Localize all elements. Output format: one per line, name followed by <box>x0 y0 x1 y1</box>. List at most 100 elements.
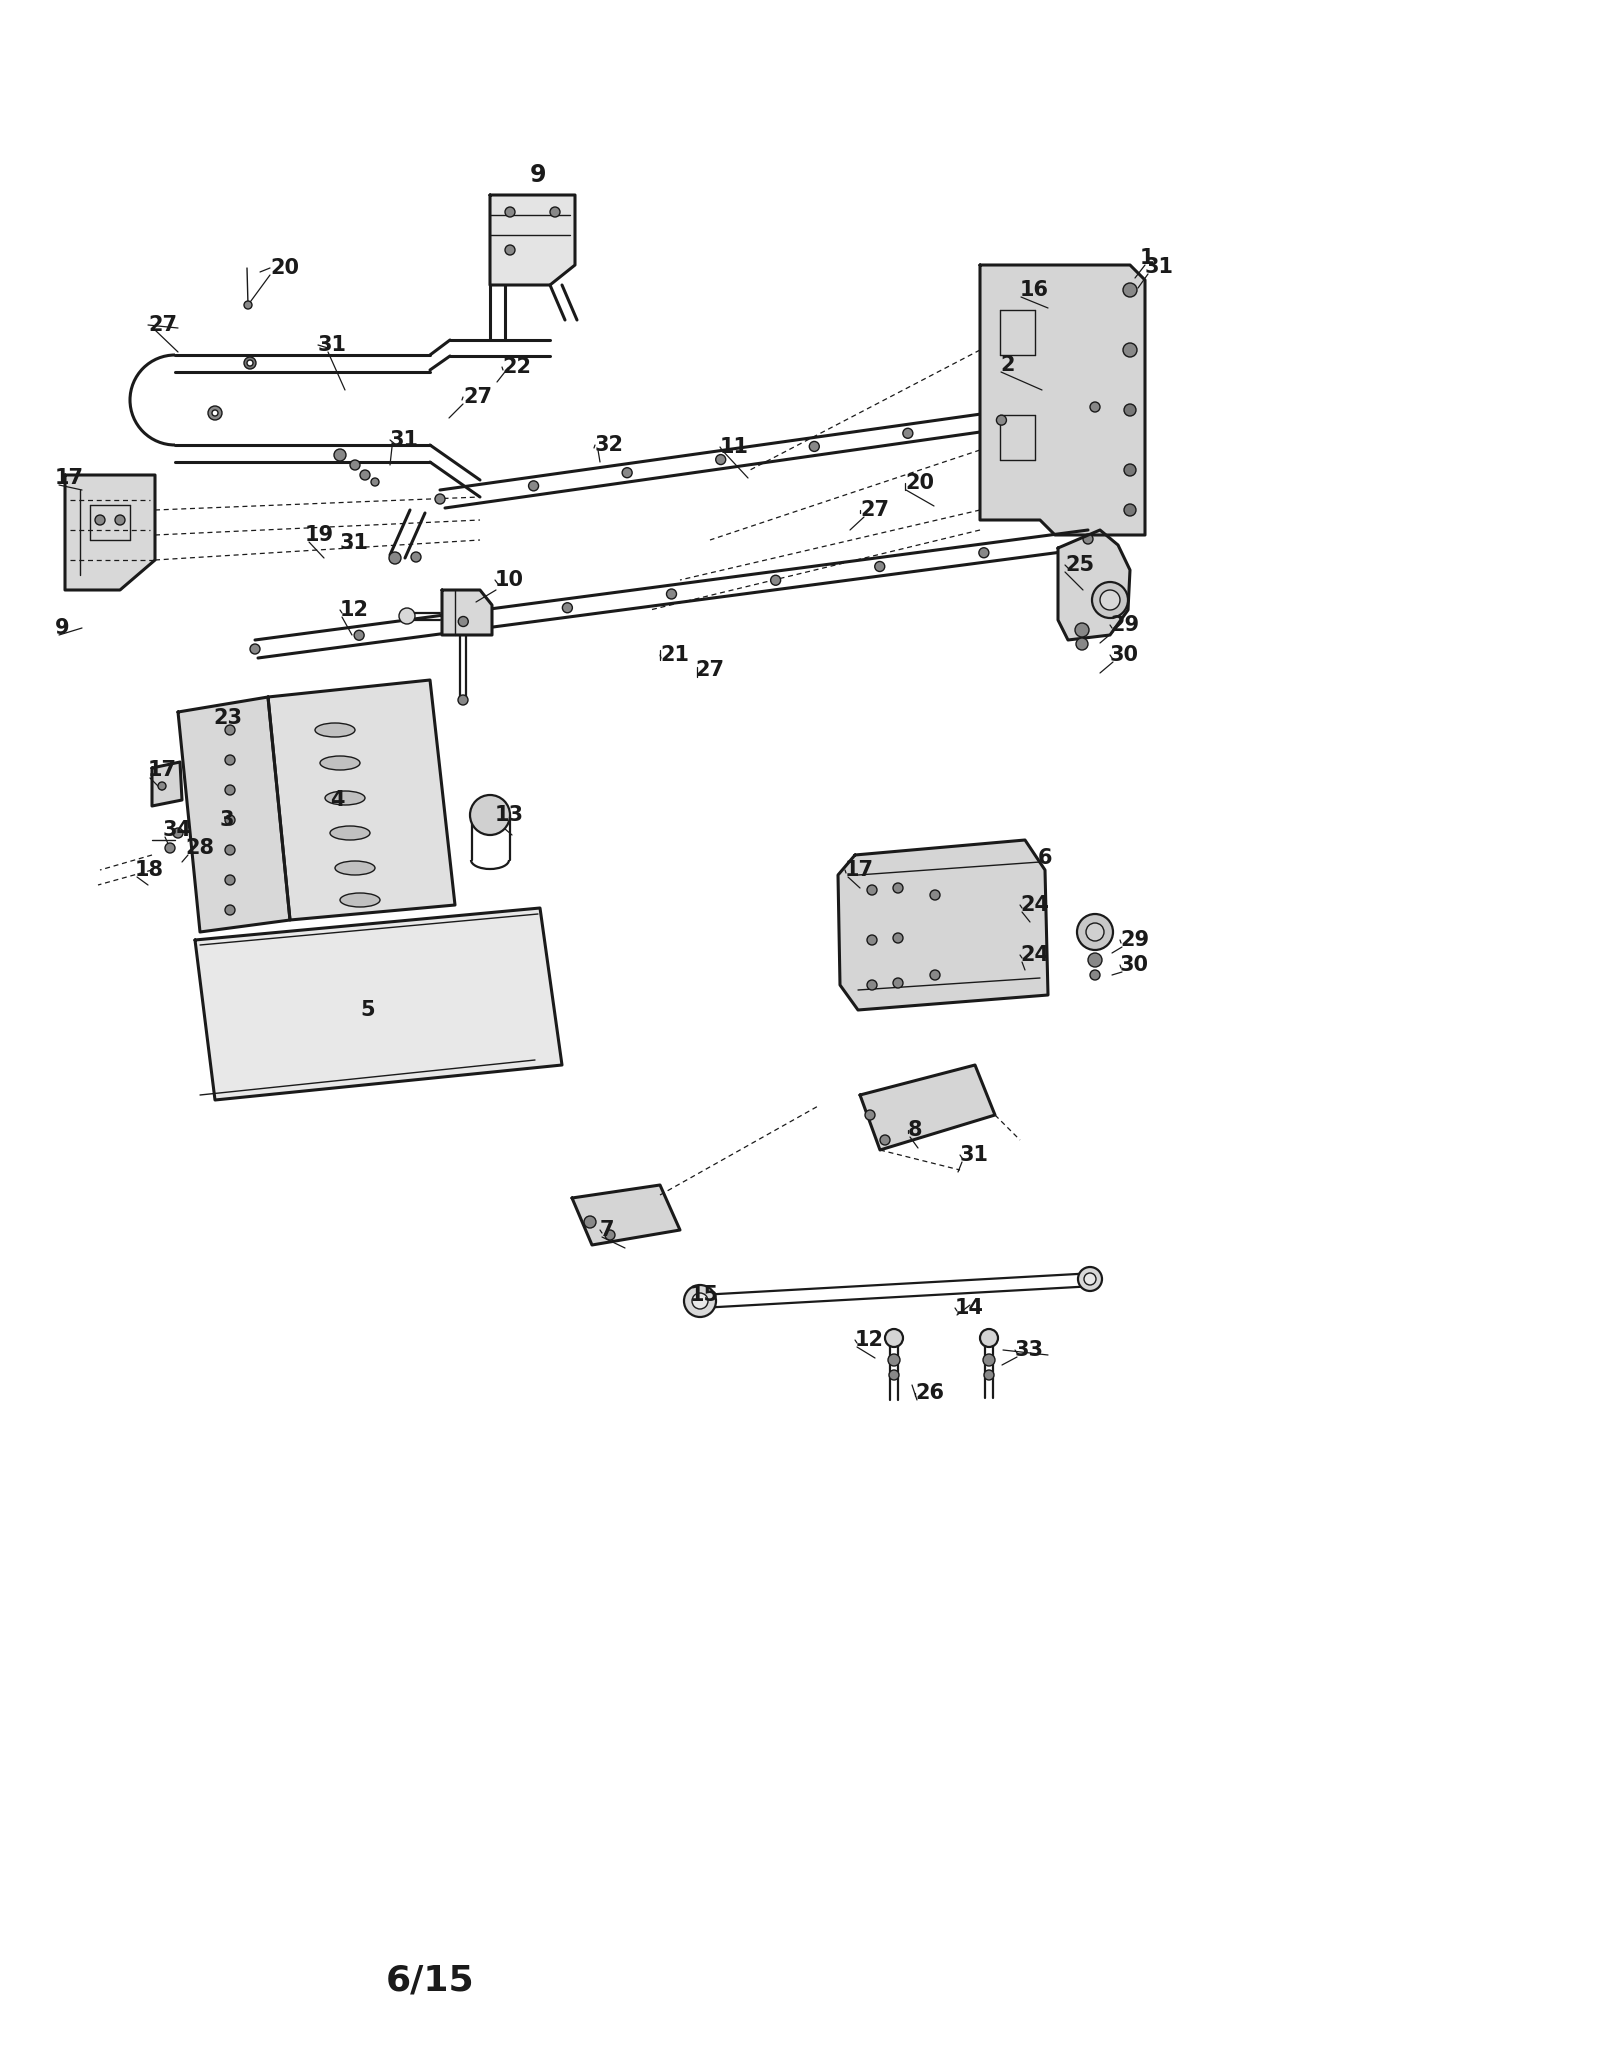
Circle shape <box>875 561 885 571</box>
Text: 4: 4 <box>330 791 344 809</box>
Circle shape <box>771 575 781 586</box>
Circle shape <box>354 629 365 640</box>
Text: 27: 27 <box>462 387 493 408</box>
Circle shape <box>1078 1267 1102 1292</box>
Circle shape <box>243 356 256 368</box>
Circle shape <box>1123 284 1138 296</box>
Text: 20: 20 <box>906 474 934 493</box>
Text: 32: 32 <box>595 435 624 455</box>
Circle shape <box>334 449 346 462</box>
Polygon shape <box>573 1184 680 1244</box>
Circle shape <box>982 1354 995 1366</box>
Text: 34: 34 <box>163 820 192 840</box>
Circle shape <box>867 936 877 946</box>
Text: 20: 20 <box>270 259 299 277</box>
Circle shape <box>893 977 902 987</box>
Text: 27: 27 <box>694 660 723 681</box>
Circle shape <box>584 1215 595 1228</box>
Circle shape <box>715 455 726 464</box>
Text: 29: 29 <box>1110 615 1139 635</box>
Circle shape <box>398 609 414 623</box>
Circle shape <box>226 905 235 915</box>
Text: 10: 10 <box>494 569 525 590</box>
Circle shape <box>1085 1273 1096 1285</box>
Ellipse shape <box>325 791 365 805</box>
Circle shape <box>411 553 421 561</box>
Text: 31: 31 <box>339 532 370 553</box>
Text: 31: 31 <box>960 1145 989 1165</box>
Text: 2: 2 <box>1000 354 1014 375</box>
Circle shape <box>506 207 515 217</box>
Text: 6: 6 <box>1038 849 1053 867</box>
Ellipse shape <box>339 892 381 907</box>
Circle shape <box>810 441 819 451</box>
Ellipse shape <box>334 861 374 876</box>
Text: 28: 28 <box>186 838 214 857</box>
Polygon shape <box>1058 530 1130 640</box>
Ellipse shape <box>330 826 370 840</box>
Circle shape <box>880 1134 890 1145</box>
Polygon shape <box>195 909 562 1099</box>
Circle shape <box>1090 971 1101 979</box>
Circle shape <box>885 1329 902 1348</box>
Text: 14: 14 <box>955 1298 984 1319</box>
Text: 12: 12 <box>339 600 370 621</box>
Circle shape <box>1088 952 1102 967</box>
Text: 3: 3 <box>221 809 235 830</box>
Ellipse shape <box>315 722 355 737</box>
Text: 33: 33 <box>1014 1339 1043 1360</box>
Polygon shape <box>979 265 1146 534</box>
Text: 30: 30 <box>1120 954 1149 975</box>
Circle shape <box>1083 534 1093 544</box>
Circle shape <box>562 602 573 613</box>
Polygon shape <box>442 590 493 635</box>
Circle shape <box>685 1285 717 1317</box>
Text: 16: 16 <box>1021 279 1050 300</box>
Circle shape <box>226 724 235 735</box>
Text: 31: 31 <box>1146 257 1174 277</box>
Text: 26: 26 <box>915 1383 944 1403</box>
Text: 25: 25 <box>1066 555 1094 575</box>
Circle shape <box>226 785 235 795</box>
Text: 19: 19 <box>306 526 334 544</box>
Circle shape <box>979 1329 998 1348</box>
Text: 23: 23 <box>213 708 242 729</box>
Text: 21: 21 <box>661 646 690 664</box>
Circle shape <box>867 979 877 989</box>
Text: 1: 1 <box>1139 248 1155 267</box>
Circle shape <box>250 644 259 654</box>
Circle shape <box>1091 582 1128 619</box>
Circle shape <box>1123 404 1136 416</box>
Circle shape <box>243 300 253 308</box>
Text: 22: 22 <box>502 356 531 377</box>
Text: 6/15: 6/15 <box>386 1962 474 1998</box>
Circle shape <box>211 410 218 416</box>
Text: 15: 15 <box>690 1285 718 1304</box>
Circle shape <box>550 207 560 217</box>
Polygon shape <box>66 474 155 590</box>
Circle shape <box>1090 402 1101 412</box>
Circle shape <box>890 1370 899 1381</box>
Circle shape <box>528 480 539 491</box>
Circle shape <box>1075 623 1090 638</box>
Polygon shape <box>152 762 182 805</box>
Circle shape <box>158 782 166 791</box>
Circle shape <box>94 515 106 526</box>
Circle shape <box>1077 915 1114 950</box>
Circle shape <box>667 590 677 598</box>
Text: 27: 27 <box>147 315 178 335</box>
Circle shape <box>1123 464 1136 476</box>
Text: 11: 11 <box>720 437 749 457</box>
Circle shape <box>506 244 515 255</box>
Circle shape <box>173 828 182 838</box>
Polygon shape <box>269 681 454 919</box>
Circle shape <box>226 876 235 886</box>
Text: 17: 17 <box>845 859 874 880</box>
Text: 24: 24 <box>1021 946 1050 965</box>
Circle shape <box>866 1110 875 1120</box>
Text: 9: 9 <box>530 164 547 186</box>
Circle shape <box>979 549 989 557</box>
Text: 17: 17 <box>147 760 178 780</box>
Circle shape <box>389 553 402 563</box>
Circle shape <box>458 696 467 706</box>
